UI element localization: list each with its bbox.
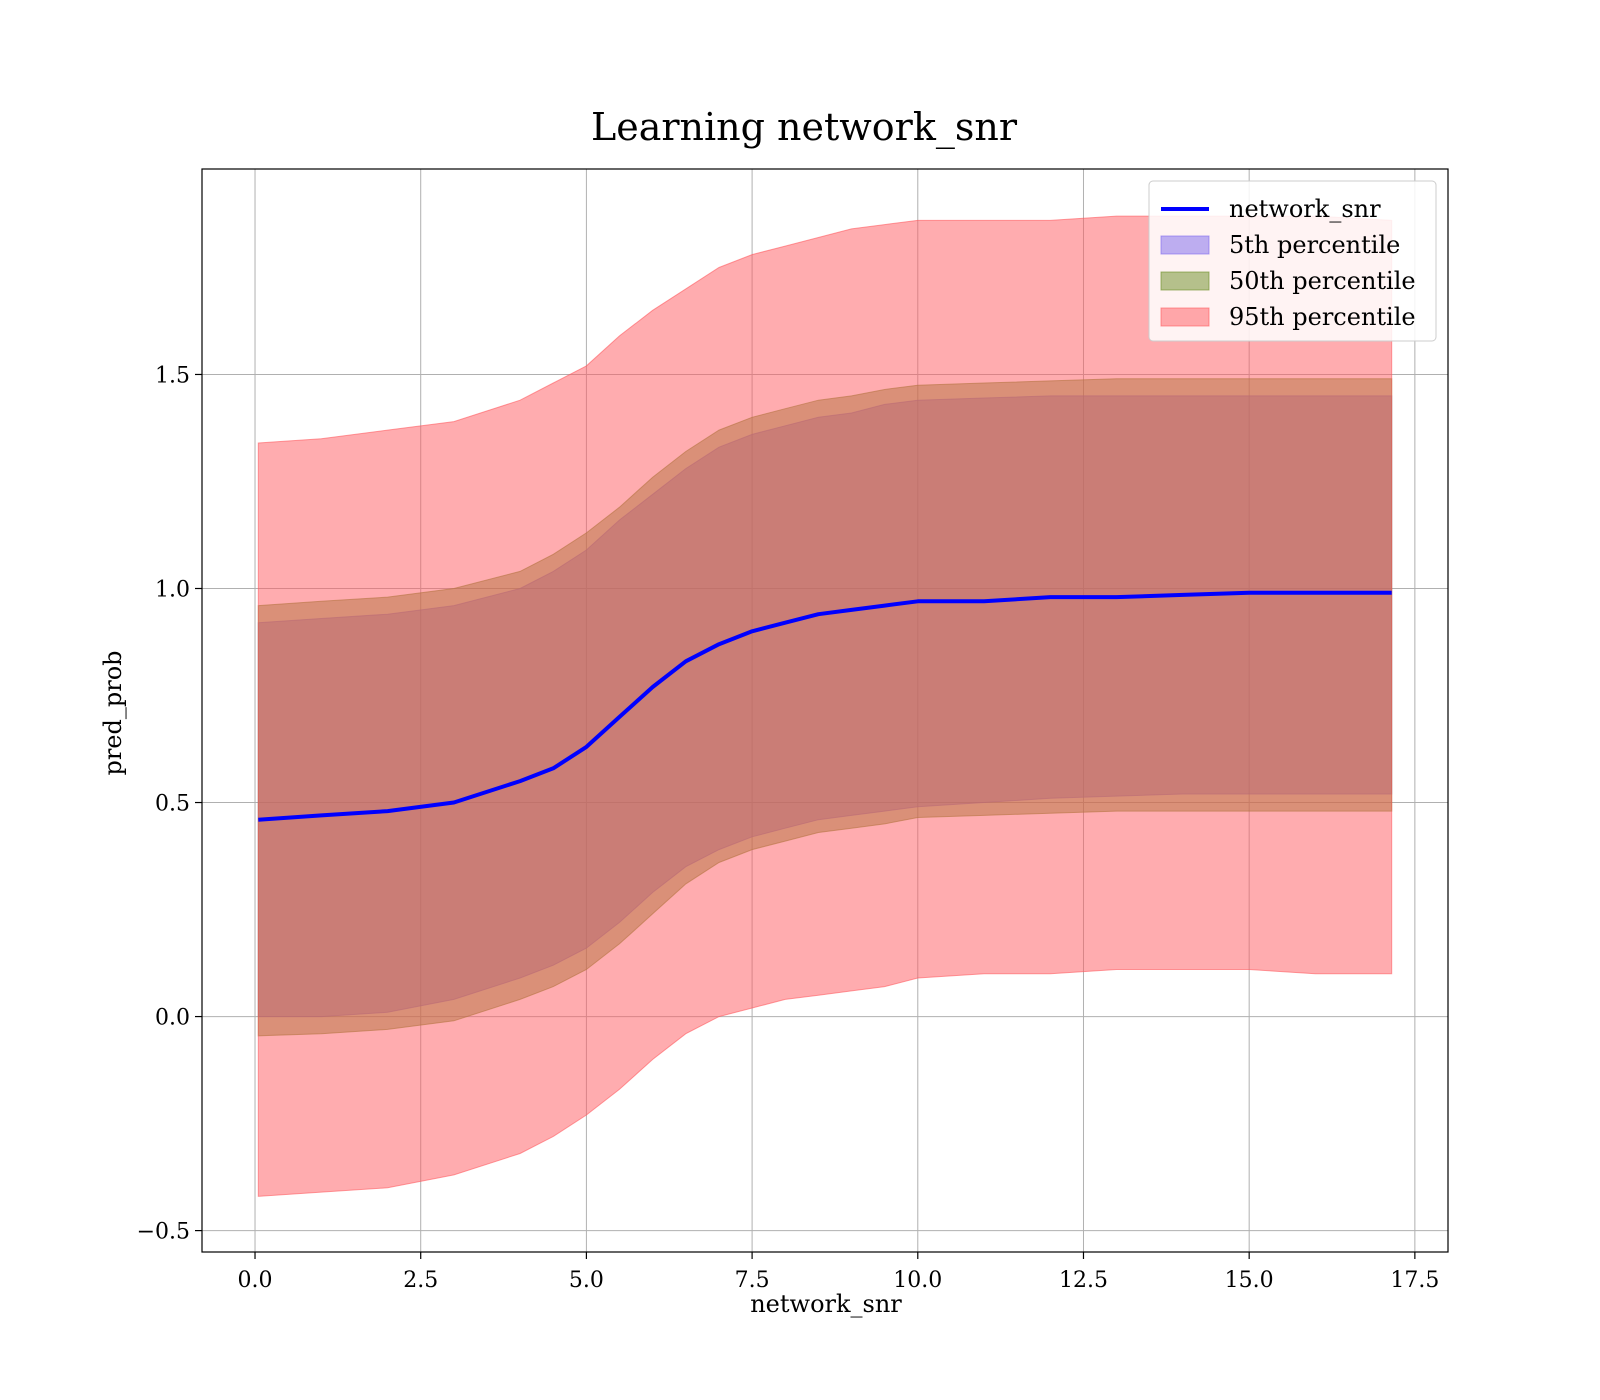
chart-title: Learning network_snr <box>591 105 1018 150</box>
x-axis-label: network_snr <box>750 1290 902 1318</box>
x-tick-label: 0.0 <box>238 1268 273 1293</box>
x-tick-label: 7.5 <box>735 1268 770 1293</box>
x-axis-ticks: 0.0 2.5 5.0 7.5 10.0 12.5 15.0 17.5 <box>238 1252 1439 1293</box>
y-tick-label: 1.5 <box>155 363 190 388</box>
x-tick-label: 2.5 <box>403 1268 438 1293</box>
y-tick-label: 1.0 <box>155 578 190 603</box>
legend-swatch-5th-percentile <box>1160 235 1210 255</box>
legend-swatch-50th-percentile <box>1160 271 1210 291</box>
y-axis-label: pred_prob <box>99 650 127 775</box>
percentile-bands <box>257 215 1393 1197</box>
plot-area <box>201 168 1449 1253</box>
y-tick-label: 0.5 <box>155 792 190 817</box>
axes-frame <box>201 168 1449 1253</box>
y-tick-label: −0.5 <box>137 1220 190 1245</box>
y-tick-label: 0.0 <box>155 1006 190 1031</box>
y-axis-ticks: −0.5 0.0 0.5 1.0 1.5 <box>137 363 202 1245</box>
legend-label-95th-percentile: 95th percentile <box>1229 303 1416 331</box>
band-95th-percentile <box>257 215 1393 1197</box>
legend-box <box>1148 180 1437 342</box>
legend-label-50th-percentile: 50th percentile <box>1229 267 1416 295</box>
x-tick-label: 15.0 <box>1225 1268 1274 1293</box>
x-tick-label: 10.0 <box>893 1268 942 1293</box>
series-lines <box>258 590 1392 822</box>
legend-swatch-95th-percentile <box>1160 307 1210 327</box>
line-network-snr <box>258 590 1392 822</box>
legend: network_snr 5th percentile 50th percentile… <box>1148 180 1437 342</box>
x-tick-label: 12.5 <box>1059 1268 1108 1293</box>
x-tick-label: 17.5 <box>1390 1268 1439 1293</box>
legend-label-network-snr: network_snr <box>1229 195 1381 223</box>
x-tick-label: 5.0 <box>569 1268 604 1293</box>
legend-label-5th-percentile: 5th percentile <box>1229 231 1400 259</box>
